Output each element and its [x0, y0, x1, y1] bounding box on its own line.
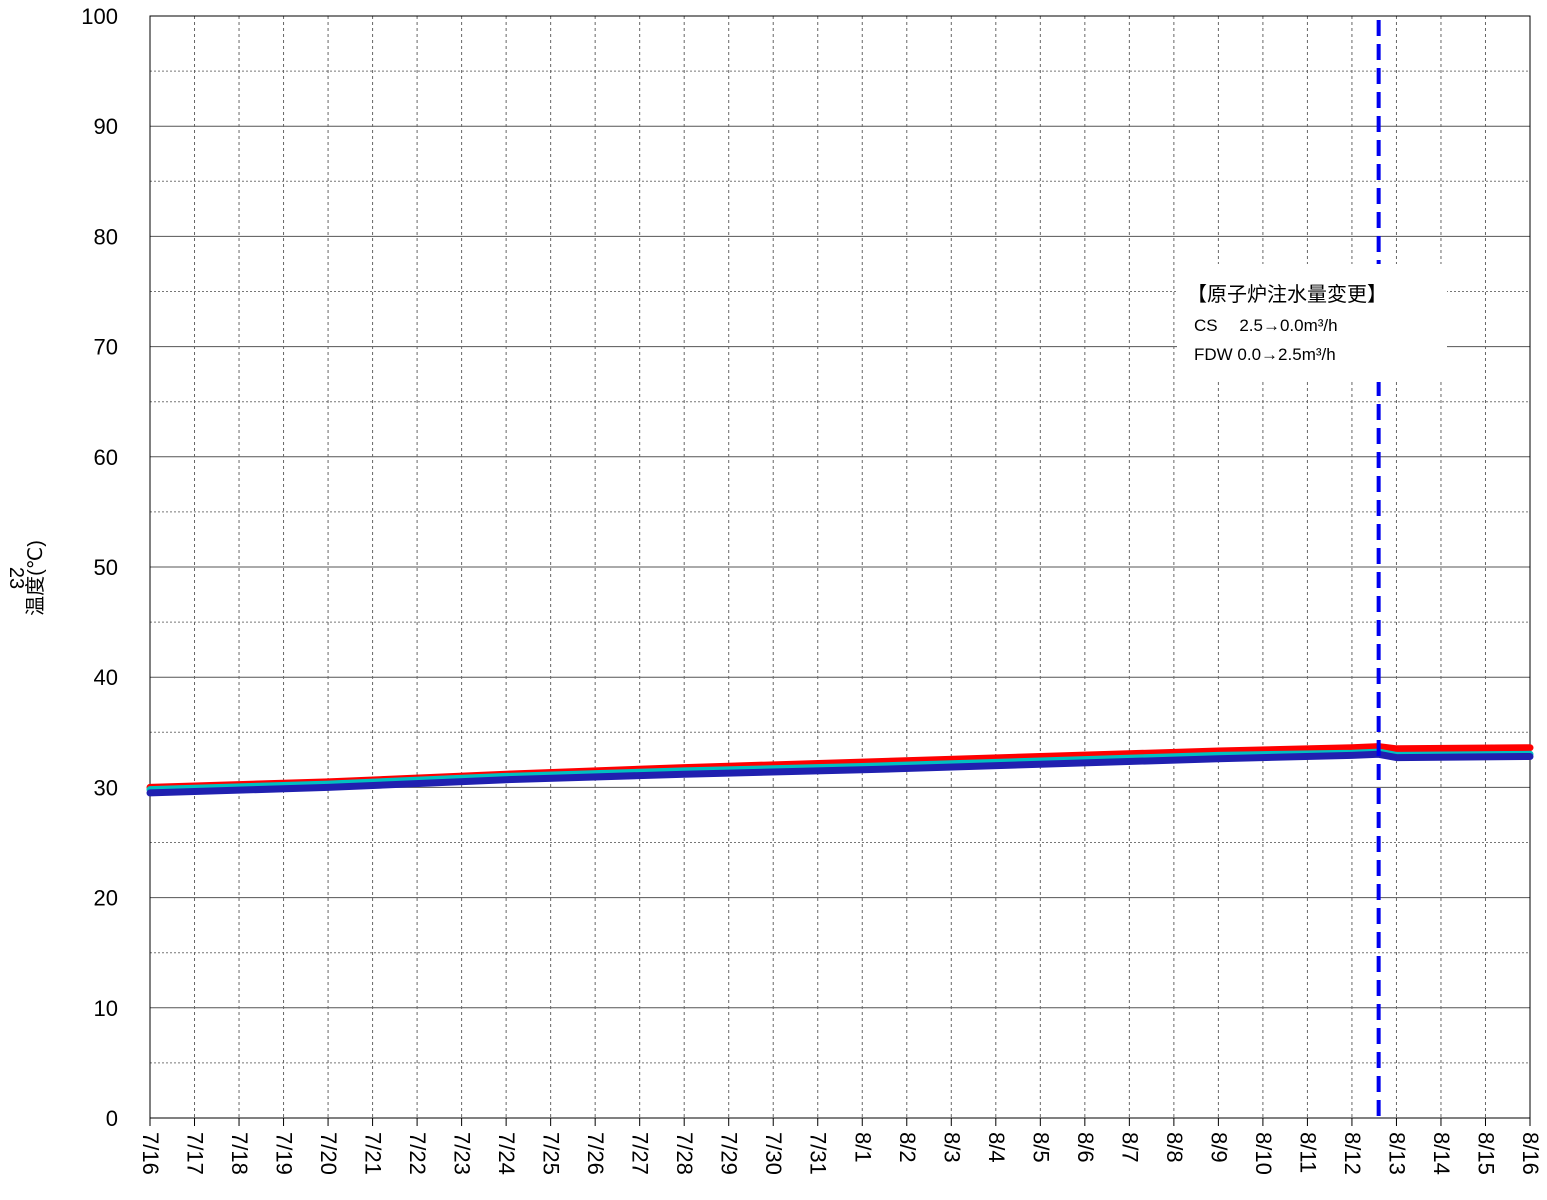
x-tick-label: 7/28	[672, 1132, 697, 1175]
y-tick-label: 0	[106, 1106, 118, 1131]
x-tick-label: 7/29	[717, 1132, 742, 1175]
x-tick-label: 8/10	[1251, 1132, 1276, 1175]
x-tick-label: 8/4	[984, 1132, 1009, 1163]
series-line	[146, 750, 1534, 797]
annotation-background	[1177, 264, 1447, 382]
x-tick-label: 7/23	[450, 1132, 475, 1175]
x-tick-label: 7/26	[583, 1132, 608, 1175]
y-tick-label: 30	[94, 775, 118, 800]
y-tick-label: 100	[81, 4, 118, 29]
y-axis-label: 温度(℃)	[24, 540, 47, 616]
x-tick-label: 8/16	[1518, 1132, 1543, 1175]
y-axis-ticks: 0 10 20 30 40 50 60 70 80 90 100	[81, 4, 118, 1131]
y-tick-label: 90	[94, 114, 118, 139]
x-axis-ticks: 7/16 7/17 7/18 7/19 7/20 7/21 7/22 7/23 7/24 7/25…	[138, 1118, 1543, 1175]
y-tick-label: 80	[94, 224, 118, 249]
x-tick-label: 7/22	[405, 1132, 430, 1175]
x-tick-label: 8/6	[1073, 1132, 1098, 1163]
x-tick-label: 7/31	[806, 1132, 831, 1175]
x-tick-label: 8/1	[850, 1132, 875, 1163]
y-tick-label: 40	[94, 665, 118, 690]
x-tick-label: 8/9	[1206, 1132, 1231, 1163]
x-tick-label: 7/21	[361, 1132, 386, 1175]
x-tick-label: 7/25	[539, 1132, 564, 1175]
y-tick-label: 20	[94, 886, 118, 911]
x-tick-label: 8/3	[939, 1132, 964, 1163]
x-tick-label: 8/2	[895, 1132, 920, 1163]
y-tick-label: 50	[94, 555, 118, 580]
x-tick-label: 8/8	[1162, 1132, 1187, 1163]
x-tick-label: 7/17	[183, 1132, 208, 1175]
y-tick-label: 70	[94, 335, 118, 360]
plot-border	[149, 15, 1531, 1119]
x-tick-label: 8/14	[1429, 1132, 1454, 1175]
x-tick-label: 7/27	[628, 1132, 653, 1175]
x-tick-label: 7/16	[138, 1132, 163, 1175]
x-tick-label: 8/12	[1340, 1132, 1365, 1175]
y-tick-label: 60	[94, 445, 118, 470]
grid	[150, 16, 1530, 1118]
x-tick-label: 8/5	[1028, 1132, 1053, 1163]
annotation-box: 【原子炉注水量変更】 CS 2.5→0.0m³/h FDW 0.0→2.5m³/…	[1177, 264, 1447, 382]
x-tick-label: 8/13	[1384, 1132, 1409, 1175]
page-number: 23	[5, 567, 27, 589]
x-tick-label: 8/7	[1117, 1132, 1142, 1163]
x-tick-label: 8/15	[1473, 1132, 1498, 1175]
x-tick-label: 7/24	[494, 1132, 519, 1175]
y-tick-label: 10	[94, 996, 118, 1021]
annotation-line-cs: CS 2.5→0.0m³/h	[1194, 316, 1338, 335]
x-tick-label: 7/19	[272, 1132, 297, 1175]
annotation-title: 【原子炉注水量変更】	[1187, 283, 1387, 306]
x-tick-label: 8/11	[1295, 1132, 1320, 1173]
x-tick-label: 7/30	[761, 1132, 786, 1175]
x-tick-label: 7/20	[316, 1132, 341, 1175]
series-group	[146, 743, 1534, 797]
x-tick-label: 7/18	[227, 1132, 252, 1175]
annotation-line-fdw: FDW 0.0→2.5m³/h	[1194, 345, 1336, 364]
